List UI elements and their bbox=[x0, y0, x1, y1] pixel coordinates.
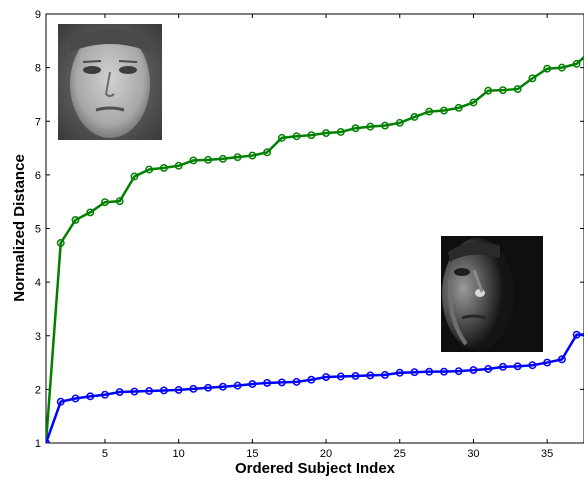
data-point bbox=[56, 239, 65, 247]
data-point bbox=[159, 386, 168, 395]
data-point bbox=[189, 156, 198, 165]
y-tick-label: 6 bbox=[35, 170, 41, 182]
data-point bbox=[71, 394, 80, 403]
y-tick-label: 1 bbox=[35, 438, 41, 450]
data-point bbox=[484, 86, 493, 95]
data-point bbox=[336, 128, 345, 136]
data-point bbox=[263, 378, 272, 387]
data-point bbox=[277, 378, 286, 387]
data-point bbox=[86, 392, 95, 401]
x-tick-label: 30 bbox=[467, 448, 479, 460]
data-point bbox=[454, 367, 463, 376]
data-point bbox=[101, 198, 109, 207]
y-tick-label: 4 bbox=[35, 277, 41, 289]
series-layer bbox=[46, 55, 584, 443]
data-point bbox=[130, 172, 139, 181]
data-point bbox=[351, 372, 360, 380]
data-point bbox=[71, 215, 80, 224]
data-point bbox=[248, 380, 257, 388]
data-point bbox=[204, 155, 213, 164]
data-point bbox=[410, 113, 419, 121]
data-point bbox=[557, 63, 566, 72]
x-tick-label: 10 bbox=[173, 448, 185, 460]
face-side-lit-photo bbox=[441, 236, 543, 352]
data-point bbox=[174, 385, 183, 394]
data-point bbox=[322, 129, 331, 137]
y-tick-label: 9 bbox=[35, 9, 41, 21]
data-point bbox=[307, 375, 316, 384]
y-tick-label: 8 bbox=[35, 63, 41, 75]
x-tick-label: 15 bbox=[246, 448, 258, 460]
data-point bbox=[543, 358, 552, 367]
data-point bbox=[366, 371, 375, 380]
data-point bbox=[159, 163, 168, 172]
data-point bbox=[145, 387, 154, 395]
data-point bbox=[572, 330, 581, 339]
data-point bbox=[115, 197, 124, 206]
data-point bbox=[381, 121, 389, 130]
y-tick-label: 3 bbox=[35, 331, 41, 343]
data-point bbox=[572, 59, 581, 68]
y-tick-label: 2 bbox=[35, 384, 41, 396]
data-point bbox=[322, 373, 331, 381]
x-axis-ticks: 5 10 15 20 25 30 35 bbox=[102, 14, 553, 460]
data-point bbox=[233, 153, 242, 162]
data-point bbox=[56, 397, 65, 406]
data-point bbox=[469, 366, 478, 375]
data-point bbox=[277, 133, 286, 142]
data-point bbox=[528, 361, 537, 370]
face-frontal-lit-photo bbox=[58, 24, 162, 140]
data-point bbox=[454, 103, 463, 112]
x-tick-label: 35 bbox=[541, 448, 553, 460]
data-point bbox=[410, 368, 419, 377]
data-point bbox=[218, 382, 227, 391]
y-tick-label: 7 bbox=[35, 116, 41, 128]
data-point bbox=[543, 64, 552, 73]
data-point bbox=[440, 367, 448, 376]
x-tick-label: 5 bbox=[102, 448, 108, 460]
data-point bbox=[351, 124, 360, 133]
data-point bbox=[233, 381, 242, 390]
data-point bbox=[381, 370, 389, 379]
data-point bbox=[395, 118, 404, 127]
data-point bbox=[557, 355, 566, 364]
data-point bbox=[513, 85, 522, 94]
data-point bbox=[469, 98, 478, 107]
data-point bbox=[101, 390, 109, 399]
y-axis-ticks: 1 2 3 4 5 6 7 8 9 bbox=[35, 9, 584, 450]
data-point bbox=[498, 362, 507, 371]
y-axis-label: Normalized Distance bbox=[11, 154, 28, 302]
data-point bbox=[307, 131, 316, 140]
data-point bbox=[528, 74, 537, 83]
data-point bbox=[248, 151, 257, 160]
data-point bbox=[425, 367, 434, 376]
x-axis-label: Ordered Subject Index bbox=[235, 460, 396, 477]
data-point bbox=[46, 439, 50, 443]
data-point bbox=[145, 165, 154, 174]
data-point bbox=[336, 372, 345, 381]
data-point bbox=[115, 388, 124, 397]
data-point bbox=[425, 107, 434, 116]
data-point bbox=[263, 148, 272, 157]
data-point bbox=[513, 362, 522, 371]
data-point bbox=[174, 161, 183, 170]
data-point bbox=[189, 384, 198, 393]
data-point bbox=[292, 132, 301, 141]
y-tick-label: 5 bbox=[35, 224, 41, 236]
x-tick-label: 20 bbox=[320, 448, 332, 460]
data-point bbox=[395, 368, 404, 377]
data-point bbox=[484, 365, 493, 373]
data-point bbox=[86, 208, 95, 217]
x-tick-label: 25 bbox=[394, 448, 406, 460]
data-point bbox=[204, 383, 213, 392]
data-point bbox=[498, 86, 507, 95]
data-point bbox=[292, 377, 301, 386]
data-point bbox=[130, 387, 139, 396]
data-point bbox=[440, 106, 448, 115]
data-point bbox=[366, 122, 375, 131]
data-point bbox=[218, 154, 227, 163]
